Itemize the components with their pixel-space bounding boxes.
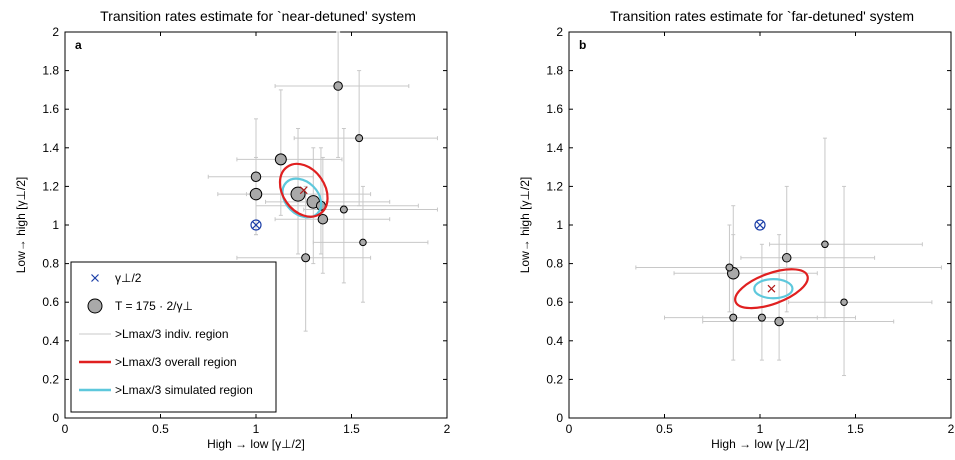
legend-item-gamma: γ⊥/2 [91,271,142,285]
cross-stroke [756,221,764,229]
data-point [339,205,348,214]
cross-stroke [252,221,260,229]
y-tick-label: 1.2 [546,179,563,193]
x-tick-label: 2 [948,422,955,436]
chart-title: Transition rates estimate for `far-detun… [610,8,914,24]
gamma-legend-icon [91,274,99,282]
data-point [821,240,829,249]
y-axis-label: Low→ high [γ⊥/2] [518,177,532,274]
y-tick-label: 1.6 [546,102,563,116]
data-point [355,134,364,143]
legend-gamma-label: γ⊥/2 [115,271,142,285]
y-tick-label: 1.2 [42,179,59,193]
gamma-marker-circle [250,219,262,231]
x-axis-label: High → low [γ⊥/2] [207,437,305,451]
panel-b: Transition rates estimate for `far-detun… [518,8,955,451]
x-tick-label: 0.5 [152,422,169,436]
data-point [290,186,306,202]
cross-stroke [299,186,308,195]
y-tick-label: 0.4 [546,334,563,348]
y-tick-label: 1.8 [42,64,59,78]
data-point [249,187,263,201]
data-point [274,153,287,166]
gamma-marker [754,219,766,231]
legend-item-T: T = 175 · 2/γ⊥ [87,298,193,314]
y-tick-label: 0.8 [546,257,563,271]
y-tick-label: 0.8 [42,257,59,271]
x-tick-label: 1 [253,422,260,436]
y-tick-label: 2 [52,25,59,39]
data-point [757,313,766,322]
panel-a: Transition rates estimate for `near-detu… [14,8,451,451]
legend-box [70,261,277,413]
simulated-region-ellipse [753,278,794,300]
x-tick-label: 1.5 [847,422,864,436]
data-point [725,263,734,272]
panel-letter: a [75,38,82,52]
axes: 0 0.5 1 1.5 2 0 0.2 0.4 0.6 0.8 1 1.2 1.4 1.6 1.8 2 [546,25,954,436]
data-point [774,316,784,327]
cross-stroke [767,284,776,293]
chart-title: Transition rates estimate for `near-detu… [100,8,416,24]
overall-region-ellipse [734,268,809,310]
y-tick-label: 0.6 [42,295,59,309]
data-point [840,298,848,306]
data-point [301,253,311,263]
x-tick-label: 2 [444,422,451,436]
y-tick-label: 0 [556,411,563,425]
axes: 0 0.5 1 1.5 2 0 0.2 0.4 0.6 0.8 1 1.2 1.4 1.6 1.8 2 [42,25,450,436]
overall-center-marker [767,284,776,293]
data-points [249,81,367,263]
y-tick-label: 1.6 [42,102,59,116]
panel-letter: b [579,38,586,52]
data-point [250,171,262,182]
data-points [725,240,848,327]
y-tick-label: 0.2 [42,372,59,386]
legend-item-indiv: >Lmax/3 indiv. region [79,327,229,341]
gamma-marker-circle [754,219,766,231]
gamma-marker [250,219,262,231]
y-tick-label: 2 [556,25,563,39]
y-tick-label: 1 [556,218,563,232]
x-tick-label: 0.5 [656,422,673,436]
x-tick-label: 1 [757,422,764,436]
y-tick-label: 1.4 [546,141,563,155]
y-tick-label: 0.6 [546,295,563,309]
point-legend-icon [87,298,103,314]
legend-indiv-label: >Lmax/3 indiv. region [115,327,229,341]
legend-item-overall: >Lmax/3 overall region [79,355,237,369]
legend-simulated-label: >Lmax/3 simulated region [115,383,253,397]
legend: γ⊥/2 T = 175 · 2/γ⊥ >Lmax/3 indiv. region >… [70,261,277,413]
data-point [317,213,329,225]
y-tick-label: 1 [52,218,59,232]
y-axis-label: Low→ high [γ⊥/2] [14,177,28,274]
legend-item-simulated: >Lmax/3 simulated region [79,383,253,397]
x-tick-label: 0 [62,422,69,436]
data-point [781,253,792,263]
x-tick-label: 1.5 [343,422,360,436]
simulated-region-ellipse [281,177,323,219]
legend-overall-label: >Lmax/3 overall region [115,355,237,369]
overall-region-ellipse [278,162,329,218]
y-tick-label: 1.4 [42,141,59,155]
data-point [729,313,738,322]
y-tick-label: 0.2 [546,372,563,386]
x-axis-label: High → low [γ⊥/2] [711,437,809,451]
data-point [359,238,367,247]
x-tick-label: 0 [566,422,573,436]
y-tick-label: 0 [52,411,59,425]
errorbars [635,137,942,377]
data-point [333,81,343,91]
y-tick-label: 1.8 [546,64,563,78]
legend-T-label: T = 175 · 2/γ⊥ [115,299,193,313]
y-tick-label: 0.4 [42,334,59,348]
overall-center-marker [299,186,308,195]
